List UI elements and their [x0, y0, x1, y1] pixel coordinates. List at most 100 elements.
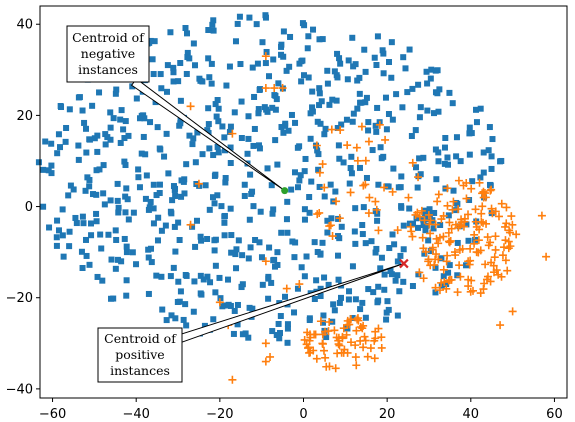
negative-point [142, 195, 149, 202]
negative-point [257, 208, 264, 215]
negative-point [274, 249, 281, 256]
positive-point [506, 242, 515, 251]
negative-point [390, 165, 397, 172]
negative-point [250, 142, 257, 149]
negative-point [225, 276, 232, 283]
negative-point [197, 233, 204, 240]
x-axis: −60 −40 −20 0 20 40 60 [39, 398, 563, 422]
negative-point [363, 94, 370, 101]
negative-point [228, 249, 235, 256]
negative-point [377, 144, 384, 151]
positive-point [335, 214, 344, 223]
negative-point [351, 228, 358, 235]
positive-point [434, 190, 443, 199]
negative-annotation-line-2: negative [81, 46, 135, 61]
negative-point [246, 216, 253, 223]
negative-point [332, 188, 339, 195]
centroids [281, 187, 409, 269]
negative-point [190, 135, 197, 142]
negative-point [212, 262, 219, 269]
negative-point [307, 135, 314, 142]
negative-point [435, 158, 442, 165]
negative-point [253, 21, 260, 28]
negative-point [178, 193, 185, 200]
negative-point [115, 209, 122, 216]
negative-point [413, 215, 420, 222]
negative-point [76, 94, 83, 101]
negative-point [264, 165, 271, 172]
negative-point [288, 186, 295, 193]
negative-point [359, 222, 366, 229]
negative-point [222, 179, 229, 186]
negative-point [148, 245, 155, 252]
negative-point [272, 92, 279, 99]
negative-point [420, 216, 427, 223]
negative-point [309, 104, 316, 111]
positive-point [356, 323, 365, 331]
negative-point [191, 278, 198, 285]
positive-point [502, 219, 511, 228]
positive-point [479, 193, 488, 202]
positive-point [433, 197, 442, 206]
negative-point [343, 116, 350, 123]
negative-point [208, 80, 215, 87]
negative-point [352, 296, 359, 303]
negative-point [244, 150, 251, 157]
positive-point [503, 266, 512, 275]
positive-point [325, 318, 334, 327]
negative-point [311, 239, 318, 246]
positive-point [337, 348, 346, 357]
negative-point [487, 182, 494, 189]
negative-point [89, 191, 96, 198]
positive-point [501, 256, 510, 265]
negative-point [125, 216, 132, 223]
positive-point [512, 230, 521, 239]
negative-point [180, 178, 187, 185]
negative-point [214, 192, 221, 199]
negative-point [120, 126, 127, 133]
negative-point [181, 190, 188, 197]
negative-point [377, 265, 384, 272]
negative-point [444, 154, 451, 161]
positive-point [487, 185, 496, 194]
negative-point [112, 265, 119, 272]
negative-point [226, 128, 233, 135]
negative-point [436, 86, 443, 93]
negative-point [205, 55, 212, 62]
positive-point [443, 184, 452, 193]
positive-point [483, 272, 492, 281]
positive-point [470, 230, 479, 239]
positive-point [451, 220, 460, 229]
negative-point [362, 68, 369, 75]
negative-point [210, 27, 217, 34]
negative-point [57, 144, 64, 151]
negative-point [291, 309, 298, 316]
negative-point [287, 33, 294, 40]
negative-point [369, 147, 376, 154]
negative-point [441, 160, 448, 167]
positive-annotation-box [97, 327, 183, 383]
negative-point [413, 164, 420, 171]
negative-point [360, 204, 367, 211]
negative-point [70, 186, 77, 193]
negative-point [161, 153, 168, 160]
negative-point [233, 246, 240, 253]
negative-point [147, 198, 154, 205]
negative-point [176, 122, 183, 129]
negative-point [268, 182, 275, 189]
negative-point [387, 267, 394, 274]
negative-point [189, 223, 196, 230]
negative-point [266, 244, 273, 251]
negative-point [349, 34, 356, 41]
negative-point [454, 272, 461, 279]
negative-point [101, 201, 108, 208]
positive-point [309, 346, 318, 355]
negative-point [446, 89, 453, 96]
negative-point [374, 217, 381, 224]
negative-point [371, 54, 378, 61]
negative-point [397, 184, 404, 191]
negative-point [315, 151, 322, 158]
negative-point [230, 330, 237, 337]
positive-point [447, 224, 456, 233]
negative-point [118, 107, 125, 114]
